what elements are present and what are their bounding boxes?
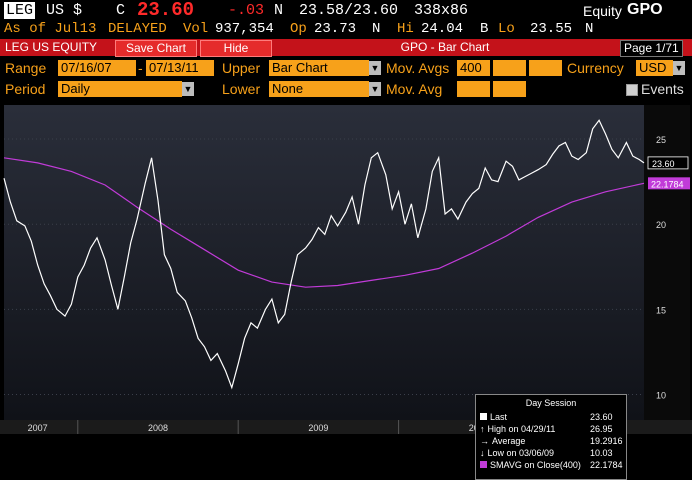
range-label: Range bbox=[5, 60, 47, 76]
average-marker-icon: → bbox=[480, 436, 489, 446]
upper-select[interactable]: Bar Chart bbox=[269, 60, 369, 76]
lower-select[interactable]: None bbox=[269, 81, 369, 97]
day-session-legend: Day Session Last 23.60 ↑ High on 04/29/11… bbox=[475, 394, 627, 480]
legend-label-last: Last bbox=[480, 412, 507, 422]
mov-avgs-field-2[interactable] bbox=[493, 60, 526, 76]
legend-value-high: 26.95 bbox=[590, 424, 613, 434]
save-chart-button[interactable]: Save Chart bbox=[115, 40, 197, 57]
last-price-tag: 23.60 bbox=[652, 159, 675, 169]
range-separator: - bbox=[138, 60, 143, 76]
quote-header: LEG US $ C 23.60 -.03 N 23.58/23.60 338x… bbox=[0, 0, 692, 21]
chart-title: GPO - Bar Chart bbox=[400, 40, 490, 54]
currency-dropdown-icon[interactable]: ▼ bbox=[673, 61, 685, 75]
high-flag: B bbox=[480, 21, 489, 37]
magenta-square-icon bbox=[480, 461, 487, 468]
legend-row-high: ↑ High on 04/29/11 26.95 bbox=[480, 424, 622, 435]
y-tick-label: 20 bbox=[656, 220, 666, 230]
toolbar: LEG US EQUITY Save Chart Hide GPO - Bar … bbox=[0, 39, 692, 57]
exchange-currency: US $ bbox=[46, 2, 83, 19]
range-end-field[interactable]: 07/13/11 bbox=[146, 60, 214, 76]
high-value: 24.04 bbox=[421, 21, 464, 37]
hide-button[interactable]: Hide bbox=[200, 40, 272, 57]
chart-options: Range 07/16/07 - 07/13/11 Upper Bar Char… bbox=[0, 57, 692, 103]
last-price: 23.60 bbox=[137, 0, 195, 21]
open-flag: N bbox=[372, 21, 381, 37]
range-start-field[interactable]: 07/16/07 bbox=[58, 60, 136, 76]
legend-value-sma: 22.1784 bbox=[590, 460, 623, 470]
mov-avg-field-2[interactable] bbox=[493, 81, 526, 97]
as-of-date: As of Jul13 bbox=[4, 21, 97, 37]
axis-background bbox=[644, 105, 690, 420]
high-label: Hi bbox=[397, 21, 414, 37]
price-change: -.03 bbox=[228, 2, 265, 19]
legend-title: Day Session bbox=[525, 398, 577, 408]
events-label: Events bbox=[641, 81, 684, 97]
mov-avg-label: Mov. Avg bbox=[386, 81, 443, 97]
period-select[interactable]: Daily bbox=[58, 81, 182, 97]
volume-value: 937,354 bbox=[215, 21, 274, 37]
sma-tag: 22.1784 bbox=[651, 179, 684, 189]
legend-label-high: ↑ High on 04/29/11 bbox=[480, 424, 556, 434]
legend-label-low: ↓ Low on 03/06/09 bbox=[480, 448, 555, 458]
legend-row-sma: SMAVG on Close(400) 22.1784 bbox=[480, 460, 623, 471]
close-code: C bbox=[116, 2, 126, 19]
legend-row-average: → Average 19.2916 bbox=[480, 436, 623, 447]
function-prefix: Equity bbox=[583, 3, 622, 19]
last-price-tag-box bbox=[647, 156, 689, 170]
ticker-symbol[interactable]: LEG bbox=[4, 2, 36, 19]
y-tick-label: 15 bbox=[656, 305, 666, 315]
volume-label: Vol bbox=[183, 21, 209, 37]
legend-value-average: 19.2916 bbox=[590, 436, 623, 446]
sma-line bbox=[3, 157, 645, 288]
x-tick-label: 2007 bbox=[28, 423, 48, 433]
square-icon bbox=[480, 413, 487, 420]
open-value: 23.73 bbox=[314, 21, 357, 37]
security-name[interactable]: LEG US EQUITY bbox=[5, 40, 98, 54]
x-tick-label: 2008 bbox=[148, 423, 168, 433]
legend-row-last: Last 23.60 bbox=[480, 412, 622, 423]
currency-select[interactable]: USD bbox=[636, 60, 673, 76]
x-tick-label: 2009 bbox=[308, 423, 328, 433]
low-value: 23.55 bbox=[530, 21, 573, 37]
plot-background bbox=[4, 105, 644, 420]
mov-avg-field-1[interactable] bbox=[457, 81, 490, 97]
mov-avgs-field-1[interactable]: 400 bbox=[457, 60, 490, 76]
function-name: GPO bbox=[627, 1, 663, 18]
sma-tag-box bbox=[648, 177, 690, 190]
page-indicator[interactable]: Page 1/71 bbox=[620, 40, 683, 57]
legend-label-sma: SMAVG on Close(400) bbox=[480, 460, 581, 470]
y-tick-label: 25 bbox=[656, 135, 666, 145]
y-tick-label: 10 bbox=[656, 390, 666, 400]
legend-row-low: ↓ Low on 03/06/09 10.03 bbox=[480, 448, 622, 459]
lower-label: Lower bbox=[222, 81, 261, 97]
quote-details: As of Jul13 DELAYED Vol 937,354 Op 23.73… bbox=[0, 20, 692, 38]
currency-label: Currency bbox=[567, 60, 624, 76]
legend-value-low: 10.03 bbox=[590, 448, 613, 458]
mov-avgs-field-3[interactable] bbox=[529, 60, 562, 76]
bid-ask-size: 338x86 bbox=[414, 2, 469, 19]
low-marker-icon: ↓ bbox=[480, 448, 485, 458]
delayed-label: DELAYED bbox=[108, 21, 167, 37]
lower-dropdown-icon[interactable]: ▼ bbox=[369, 82, 381, 96]
price-line bbox=[3, 119, 645, 390]
legend-value-last: 23.60 bbox=[590, 412, 613, 422]
high-marker-icon: ↑ bbox=[480, 424, 485, 434]
change-flag: N bbox=[274, 2, 284, 19]
low-flag: N bbox=[585, 21, 594, 37]
upper-label: Upper bbox=[222, 60, 261, 76]
period-dropdown-icon[interactable]: ▼ bbox=[182, 82, 194, 96]
upper-dropdown-icon[interactable]: ▼ bbox=[369, 61, 381, 75]
low-label: Lo bbox=[498, 21, 515, 37]
mov-avgs-label: Mov. Avgs bbox=[386, 60, 450, 76]
period-label: Period bbox=[5, 81, 46, 97]
bid-ask: 23.58/23.60 bbox=[299, 2, 399, 19]
legend-label-average: → Average bbox=[480, 436, 526, 446]
events-checkbox[interactable] bbox=[626, 84, 638, 96]
open-label: Op bbox=[290, 21, 307, 37]
